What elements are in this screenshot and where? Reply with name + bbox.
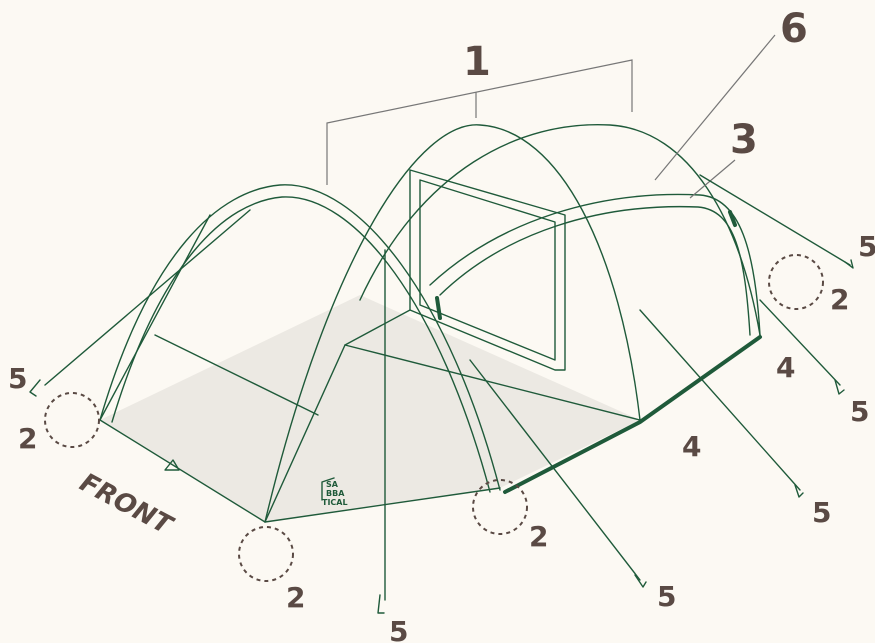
label: 5: [389, 615, 408, 643]
label: 2: [830, 283, 849, 316]
label: 5: [850, 395, 869, 428]
logo: SA BBA TICAL: [322, 480, 348, 507]
label: 4: [776, 351, 795, 384]
floor: [100, 295, 640, 522]
label: 6: [780, 6, 808, 52]
logo-line: BBA: [326, 489, 345, 498]
label: 2: [18, 422, 37, 455]
label: 1: [463, 39, 491, 85]
callout-circles: [44, 254, 824, 582]
label: 4: [682, 430, 701, 463]
label: 3: [730, 117, 758, 163]
label: 5: [8, 362, 27, 395]
logo-line: SA: [326, 480, 339, 489]
label: 2: [529, 520, 548, 553]
logo-line: TICAL: [322, 498, 348, 507]
label: 5: [812, 496, 831, 529]
tent-structure: [29, 34, 854, 614]
label: 2: [286, 581, 305, 614]
label: 5: [858, 230, 875, 263]
label: 5: [657, 580, 676, 613]
